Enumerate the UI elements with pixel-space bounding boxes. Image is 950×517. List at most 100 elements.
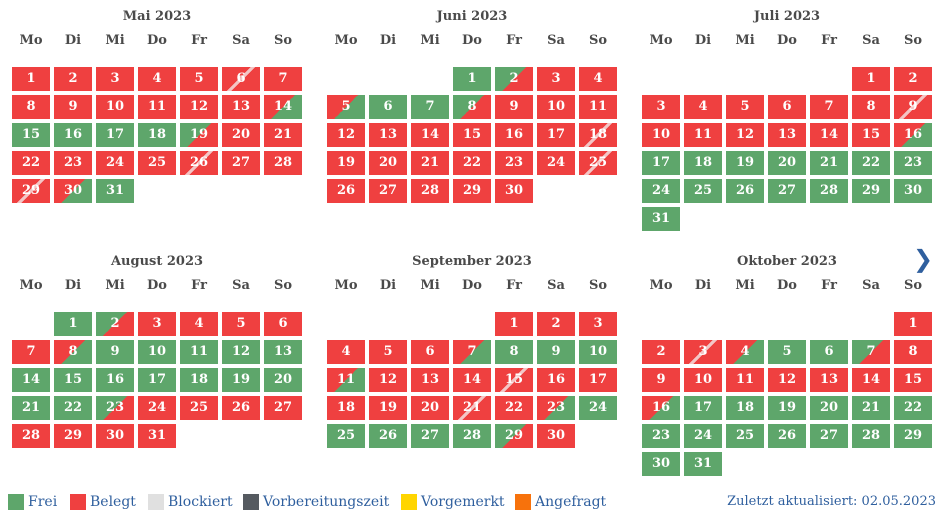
day-cell[interactable]: 2 [54,67,92,91]
day-cell[interactable]: 29 [852,179,890,203]
day-cell[interactable]: 8 [12,95,50,119]
day-cell[interactable]: 19 [222,368,260,392]
day-cell[interactable]: 6 [768,95,806,119]
day-cell[interactable]: 13 [768,123,806,147]
day-cell[interactable]: 24 [579,396,617,420]
day-cell[interactable]: 7 [12,340,50,364]
day-cell[interactable]: 23 [96,396,134,420]
day-cell[interactable]: 27 [222,151,260,175]
day-cell[interactable]: 18 [726,396,764,420]
day-cell[interactable]: 8 [453,95,491,119]
day-cell[interactable]: 9 [495,95,533,119]
day-cell[interactable]: 18 [579,123,617,147]
day-cell[interactable]: 15 [54,368,92,392]
day-cell[interactable]: 11 [684,123,722,147]
day-cell[interactable]: 2 [537,312,575,336]
day-cell[interactable]: 20 [369,151,407,175]
day-cell[interactable]: 9 [96,340,134,364]
day-cell[interactable]: 30 [537,424,575,448]
day-cell[interactable]: 1 [54,312,92,336]
day-cell[interactable]: 25 [180,396,218,420]
day-cell[interactable]: 1 [453,67,491,91]
day-cell[interactable]: 26 [369,424,407,448]
day-cell[interactable]: 4 [138,67,176,91]
day-cell[interactable]: 11 [327,368,365,392]
day-cell[interactable]: 28 [12,424,50,448]
day-cell[interactable]: 22 [12,151,50,175]
day-cell[interactable]: 10 [138,340,176,364]
day-cell[interactable]: 15 [495,368,533,392]
day-cell[interactable]: 14 [264,95,302,119]
day-cell[interactable]: 10 [642,123,680,147]
day-cell[interactable]: 30 [96,424,134,448]
day-cell[interactable]: 4 [726,340,764,364]
day-cell[interactable]: 15 [453,123,491,147]
day-cell[interactable]: 9 [537,340,575,364]
day-cell[interactable]: 2 [96,312,134,336]
day-cell[interactable]: 10 [579,340,617,364]
day-cell[interactable]: 18 [180,368,218,392]
day-cell[interactable]: 2 [894,67,932,91]
day-cell[interactable]: 28 [264,151,302,175]
day-cell[interactable]: 30 [894,179,932,203]
day-cell[interactable]: 24 [642,179,680,203]
day-cell[interactable]: 29 [894,424,932,448]
day-cell[interactable]: 7 [453,340,491,364]
day-cell[interactable]: 10 [537,95,575,119]
day-cell[interactable]: 25 [327,424,365,448]
next-months-button[interactable]: ❯ [913,246,933,272]
day-cell[interactable]: 24 [138,396,176,420]
day-cell[interactable]: 14 [453,368,491,392]
day-cell[interactable]: 18 [138,123,176,147]
day-cell[interactable]: 12 [180,95,218,119]
day-cell[interactable]: 6 [411,340,449,364]
day-cell[interactable]: 11 [138,95,176,119]
day-cell[interactable]: 17 [96,123,134,147]
day-cell[interactable]: 12 [768,368,806,392]
day-cell[interactable]: 5 [327,95,365,119]
day-cell[interactable]: 11 [579,95,617,119]
day-cell[interactable]: 19 [726,151,764,175]
day-cell[interactable]: 13 [810,368,848,392]
day-cell[interactable]: 26 [726,179,764,203]
day-cell[interactable]: 24 [96,151,134,175]
day-cell[interactable]: 23 [894,151,932,175]
day-cell[interactable]: 21 [453,396,491,420]
day-cell[interactable]: 10 [96,95,134,119]
day-cell[interactable]: 4 [579,67,617,91]
day-cell[interactable]: 13 [222,95,260,119]
day-cell[interactable]: 13 [264,340,302,364]
day-cell[interactable]: 1 [852,67,890,91]
day-cell[interactable]: 15 [894,368,932,392]
day-cell[interactable]: 17 [537,123,575,147]
day-cell[interactable]: 7 [264,67,302,91]
day-cell[interactable]: 6 [369,95,407,119]
day-cell[interactable]: 22 [453,151,491,175]
day-cell[interactable]: 27 [411,424,449,448]
day-cell[interactable]: 28 [411,179,449,203]
day-cell[interactable]: 12 [222,340,260,364]
day-cell[interactable]: 17 [138,368,176,392]
day-cell[interactable]: 23 [495,151,533,175]
day-cell[interactable]: 16 [537,368,575,392]
day-cell[interactable]: 24 [537,151,575,175]
day-cell[interactable]: 23 [642,424,680,448]
day-cell[interactable]: 3 [96,67,134,91]
day-cell[interactable]: 4 [180,312,218,336]
day-cell[interactable]: 20 [810,396,848,420]
day-cell[interactable]: 12 [327,123,365,147]
day-cell[interactable]: 16 [495,123,533,147]
day-cell[interactable]: 9 [54,95,92,119]
day-cell[interactable]: 28 [852,424,890,448]
day-cell[interactable]: 6 [264,312,302,336]
day-cell[interactable]: 5 [369,340,407,364]
day-cell[interactable]: 13 [411,368,449,392]
day-cell[interactable]: 8 [852,95,890,119]
day-cell[interactable]: 2 [642,340,680,364]
day-cell[interactable]: 8 [54,340,92,364]
day-cell[interactable]: 6 [810,340,848,364]
day-cell[interactable]: 15 [852,123,890,147]
day-cell[interactable]: 5 [222,312,260,336]
day-cell[interactable]: 7 [852,340,890,364]
day-cell[interactable]: 3 [138,312,176,336]
